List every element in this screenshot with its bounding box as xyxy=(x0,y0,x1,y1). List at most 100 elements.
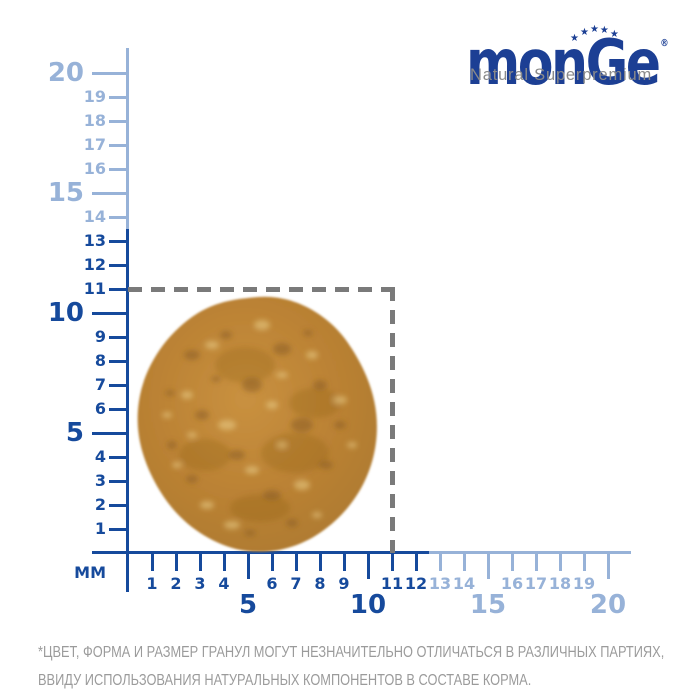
star-icon: ★ xyxy=(589,24,599,35)
x-tick xyxy=(319,552,322,571)
x-tick xyxy=(175,552,178,571)
y-tick xyxy=(109,168,127,171)
x-tick xyxy=(487,552,490,579)
y-tick xyxy=(109,264,127,267)
x-tick-label: 4 xyxy=(218,574,230,593)
x-tick xyxy=(559,552,562,571)
y-tick-label: 16 xyxy=(83,159,106,178)
y-tick xyxy=(92,432,127,435)
x-tick xyxy=(415,552,418,571)
x-tick-label: 11 xyxy=(380,574,404,593)
y-tick-label: 6 xyxy=(94,399,106,418)
y-tick-label: 19 xyxy=(83,87,106,106)
kibble-image xyxy=(137,296,377,552)
x-tick xyxy=(247,552,250,579)
x-tick xyxy=(511,552,514,571)
brand-text-e: e xyxy=(625,26,661,99)
y-axis-line-light xyxy=(126,48,129,229)
x-tick-label: 7 xyxy=(290,574,302,593)
footnote-line-2: ВВИДУ ИСПОЛЬЗОВАНИЯ НАТУРАЛЬНЫХ КОМПОНЕН… xyxy=(38,672,532,689)
y-tick xyxy=(109,504,127,507)
x-tick-label: 17 xyxy=(524,574,548,593)
x-tick-label: 14 xyxy=(452,574,476,593)
y-tick xyxy=(109,240,127,243)
x-tick xyxy=(343,552,346,571)
x-tick xyxy=(607,552,610,579)
y-tick-label: 1 xyxy=(94,519,106,538)
y-tick-label: 8 xyxy=(94,351,106,370)
kibble-body xyxy=(137,296,377,552)
x-tick xyxy=(223,552,226,571)
y-tick xyxy=(109,480,127,483)
registered-mark-icon: ® xyxy=(660,38,669,49)
y-tick-label: 15 xyxy=(47,178,84,208)
y-tick xyxy=(109,456,127,459)
brand-tagline: Natural Superpremium xyxy=(470,66,652,84)
star-icon: ★ xyxy=(609,29,619,40)
y-tick xyxy=(109,408,127,411)
kibble-texture xyxy=(162,320,357,536)
x-tick xyxy=(367,552,370,579)
y-tick-label: 9 xyxy=(94,327,106,346)
monge-logo: ★★★★★ monGe ® Natural Superpremium xyxy=(466,16,669,94)
y-tick xyxy=(109,288,127,291)
y-tick xyxy=(109,144,127,147)
brand-text-g: G xyxy=(585,26,629,99)
x-tick xyxy=(199,552,202,571)
x-tick-label: 18 xyxy=(548,574,572,593)
x-tick xyxy=(295,552,298,571)
x-tick xyxy=(439,552,442,571)
y-tick-label: 7 xyxy=(94,375,106,394)
x-axis-line-light xyxy=(429,551,631,554)
y-tick-label: 14 xyxy=(83,207,106,226)
x-tick-label: 15 xyxy=(469,590,507,620)
y-tick xyxy=(109,336,127,339)
y-tick-label: 5 xyxy=(65,418,84,448)
star-icon: ★ xyxy=(570,33,579,44)
x-tick-label: 20 xyxy=(589,590,627,620)
y-tick xyxy=(92,312,127,315)
logo-stars: ★★★★★ xyxy=(570,17,620,44)
brand-text-mon: mon xyxy=(466,26,588,99)
y-tick xyxy=(109,216,127,219)
y-tick-label: 13 xyxy=(83,231,106,250)
y-tick-label: 12 xyxy=(83,255,106,274)
x-axis-line-dark xyxy=(92,551,429,554)
x-tick-label: 12 xyxy=(404,574,428,593)
y-tick xyxy=(109,360,127,363)
footnote: *ЦВЕТ, ФОРМА И РАЗМЕР ГРАНУЛ МОГУТ НЕЗНА… xyxy=(38,639,694,695)
x-tick-label: 5 xyxy=(238,590,258,620)
x-tick-label: 9 xyxy=(338,574,350,593)
x-tick xyxy=(463,552,466,571)
star-icon: ★ xyxy=(579,27,589,38)
x-tick xyxy=(391,552,394,571)
measurement-dash-vertical xyxy=(390,287,395,553)
y-tick-label: 2 xyxy=(94,495,106,514)
x-tick-label: 10 xyxy=(349,590,387,620)
x-tick-label: 13 xyxy=(428,574,452,593)
y-tick-label: 11 xyxy=(83,279,106,298)
x-tick xyxy=(535,552,538,571)
x-tick-label: 6 xyxy=(266,574,278,593)
y-tick-label: 18 xyxy=(83,111,106,130)
x-tick-label: 19 xyxy=(572,574,596,593)
y-tick-label: 20 xyxy=(47,58,84,88)
measurement-dash-horizontal xyxy=(128,287,396,292)
y-tick xyxy=(109,120,127,123)
y-tick xyxy=(109,528,127,531)
star-icon: ★ xyxy=(599,25,609,36)
x-tick xyxy=(151,552,154,571)
y-axis-line-dark xyxy=(126,229,129,592)
ruler-unit-label: ММ xyxy=(74,563,106,582)
y-tick-label: 4 xyxy=(94,447,106,466)
y-tick xyxy=(92,192,127,195)
x-tick-label: 8 xyxy=(314,574,326,593)
y-tick-label: 3 xyxy=(94,471,106,490)
y-tick-label: 10 xyxy=(47,298,84,328)
x-tick-label: 2 xyxy=(170,574,182,593)
x-tick-label: 16 xyxy=(500,574,524,593)
y-tick xyxy=(109,384,127,387)
y-tick xyxy=(92,72,127,75)
